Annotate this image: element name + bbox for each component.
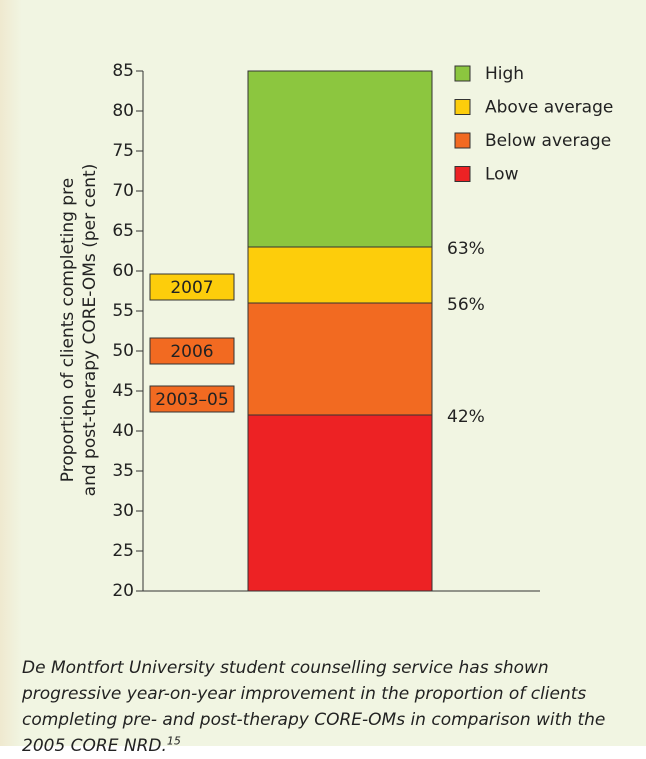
y-tick-label: 40 bbox=[112, 421, 134, 441]
year-label: 2003–05 bbox=[155, 390, 228, 410]
y-axis-label: and post-therapy CORE-OMs (per cent) bbox=[80, 164, 100, 497]
value-label: 63% bbox=[447, 239, 485, 259]
legend-label: High bbox=[485, 64, 524, 84]
y-tick-label: 60 bbox=[112, 261, 134, 281]
year-box bbox=[149, 385, 235, 413]
band-segment bbox=[247, 70, 433, 248]
legend-label: Above average bbox=[485, 98, 613, 118]
y-tick-label: 85 bbox=[112, 61, 134, 81]
legend-swatch bbox=[454, 132, 471, 149]
caption: De Montfort University student counselli… bbox=[22, 655, 634, 759]
y-tick-label: 65 bbox=[112, 221, 134, 241]
y-tick-label: 35 bbox=[112, 461, 134, 481]
legend-swatch bbox=[454, 99, 471, 115]
y-tick-label: 30 bbox=[112, 501, 134, 521]
caption-text: De Montfort University student counselli… bbox=[22, 658, 606, 756]
legend-label: Low bbox=[485, 165, 519, 185]
y-axis-label: Proportion of clients completing pre bbox=[58, 178, 78, 482]
chart: Proportion of clients completing pre and … bbox=[58, 61, 613, 601]
band-segment bbox=[247, 246, 433, 304]
legend-swatch bbox=[454, 166, 471, 182]
value-label: 56% bbox=[447, 295, 485, 315]
caption-ref: 15 bbox=[166, 734, 181, 748]
y-tick-label: 45 bbox=[112, 381, 134, 401]
year-label: 2006 bbox=[170, 342, 213, 362]
y-tick-label: 70 bbox=[112, 181, 134, 201]
y-tick-label: 75 bbox=[112, 141, 134, 161]
y-tick-label: 20 bbox=[112, 581, 134, 601]
y-tick-label: 80 bbox=[112, 101, 134, 121]
value-label: 42% bbox=[447, 407, 485, 427]
y-tick-label: 55 bbox=[112, 301, 134, 321]
legend-label: Below average bbox=[485, 131, 611, 151]
y-tick-label: 25 bbox=[112, 541, 134, 561]
band-segment bbox=[247, 302, 433, 416]
band-segment bbox=[247, 414, 433, 592]
legend-swatch bbox=[454, 65, 471, 82]
year-box bbox=[149, 273, 235, 301]
year-label: 2007 bbox=[170, 278, 213, 298]
y-tick-label: 50 bbox=[112, 341, 134, 361]
year-box bbox=[149, 337, 235, 365]
